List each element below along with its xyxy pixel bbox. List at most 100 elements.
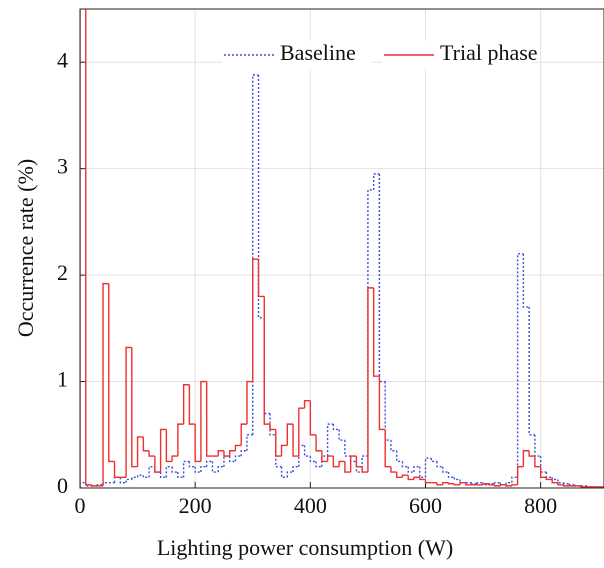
- histogram-step: [136, 474, 144, 478]
- histogram-step: [488, 483, 495, 486]
- histogram-step: [338, 429, 345, 441]
- histogram-step: [562, 484, 570, 487]
- histogram-step: [298, 444, 305, 467]
- histogram-step: [580, 485, 587, 488]
- histogram-step: [528, 450, 535, 457]
- histogram-step: [551, 477, 558, 481]
- y-tick-label: 2: [57, 260, 68, 285]
- histogram-step: [459, 481, 466, 485]
- histogram-step: [349, 455, 357, 473]
- histogram-step: [171, 455, 178, 462]
- histogram-step: [344, 440, 351, 457]
- histogram-step: [136, 436, 144, 467]
- histogram-step: [453, 477, 461, 481]
- histogram-step: [240, 450, 247, 457]
- legend-label: Trial phase: [440, 40, 538, 65]
- y-tick-label: 1: [57, 367, 68, 392]
- histogram-step: [298, 407, 305, 457]
- histogram-step: [113, 461, 121, 479]
- histogram-step: [539, 466, 547, 479]
- histogram-step: [280, 466, 288, 479]
- histogram-step: [505, 481, 512, 485]
- histogram-step: [257, 74, 265, 319]
- histogram-step: [171, 466, 178, 473]
- histogram-step: [246, 380, 253, 425]
- histogram-step: [108, 283, 115, 463]
- histogram-step: [309, 456, 317, 463]
- histogram-step: [378, 173, 386, 383]
- histogram-step: [119, 477, 127, 484]
- histogram-step: [447, 472, 455, 479]
- histogram-step: [442, 481, 449, 485]
- y-tick-label: 0: [57, 473, 68, 498]
- histogram-step: [159, 472, 167, 479]
- plot-area: [80, 9, 604, 488]
- histogram-step: [505, 484, 512, 487]
- histogram-step: [367, 287, 374, 473]
- legend-bg: [222, 41, 372, 69]
- histogram-step: [372, 173, 380, 190]
- histogram-step: [557, 482, 564, 486]
- histogram-step: [125, 346, 132, 478]
- histogram-step: [102, 481, 109, 485]
- histogram-step: [194, 424, 201, 463]
- histogram-step: [493, 481, 501, 484]
- histogram-step: [148, 450, 155, 457]
- legend-label: Baseline: [280, 40, 356, 65]
- histogram-step: [424, 479, 432, 484]
- histogram-step: [165, 429, 173, 463]
- histogram-step: [511, 476, 518, 483]
- histogram-step: [102, 282, 109, 486]
- histogram-step: [516, 253, 524, 478]
- histogram-step: [407, 475, 414, 481]
- histogram-step: [539, 456, 547, 473]
- histogram-step: [401, 461, 409, 468]
- histogram-step: [125, 478, 132, 483]
- histogram-step: [338, 460, 345, 467]
- histogram-step: [275, 434, 282, 468]
- histogram-step: [303, 445, 311, 457]
- histogram-step: [205, 460, 213, 467]
- histogram-step: [384, 429, 391, 468]
- histogram-step: [303, 400, 311, 409]
- histogram-step: [534, 434, 541, 457]
- histogram-step: [424, 457, 432, 478]
- histogram-step: [240, 423, 247, 446]
- histogram-step: [390, 440, 397, 452]
- y-tick-label: 3: [57, 154, 68, 179]
- histogram-step: [384, 381, 391, 441]
- x-tick-label: 200: [179, 493, 212, 518]
- histogram-step: [568, 483, 576, 486]
- histogram-step: [280, 444, 288, 457]
- histogram-step: [361, 466, 368, 473]
- histogram-step: [562, 482, 570, 485]
- histogram-step: [459, 479, 466, 484]
- histogram-step: [396, 472, 403, 479]
- histogram-step: [252, 258, 259, 382]
- histogram-step: [131, 476, 138, 480]
- y-tick-label: 4: [57, 47, 68, 72]
- histogram-step: [447, 482, 455, 485]
- histogram-step: [159, 428, 167, 473]
- histogram-step: [413, 476, 420, 480]
- histogram-step: [315, 434, 322, 452]
- histogram-step: [80, 481, 86, 488]
- histogram-step: [493, 484, 501, 487]
- histogram-step: [442, 466, 449, 473]
- histogram-step: [182, 384, 190, 425]
- x-axis-label: Lighting power consumption (W): [157, 535, 453, 560]
- histogram-step: [80, 9, 81, 488]
- histogram-step: [349, 456, 357, 463]
- histogram-step: [234, 455, 242, 462]
- histogram-step: [355, 456, 363, 468]
- histogram-step: [522, 253, 530, 308]
- histogram-step: [413, 466, 420, 473]
- x-tick-label: 400: [294, 493, 327, 518]
- histogram-step: [332, 456, 340, 468]
- histogram-step: [165, 466, 173, 478]
- histogram-step: [372, 287, 380, 377]
- histogram-step: [419, 466, 426, 479]
- histogram-step: [90, 484, 98, 487]
- histogram-step: [557, 479, 564, 484]
